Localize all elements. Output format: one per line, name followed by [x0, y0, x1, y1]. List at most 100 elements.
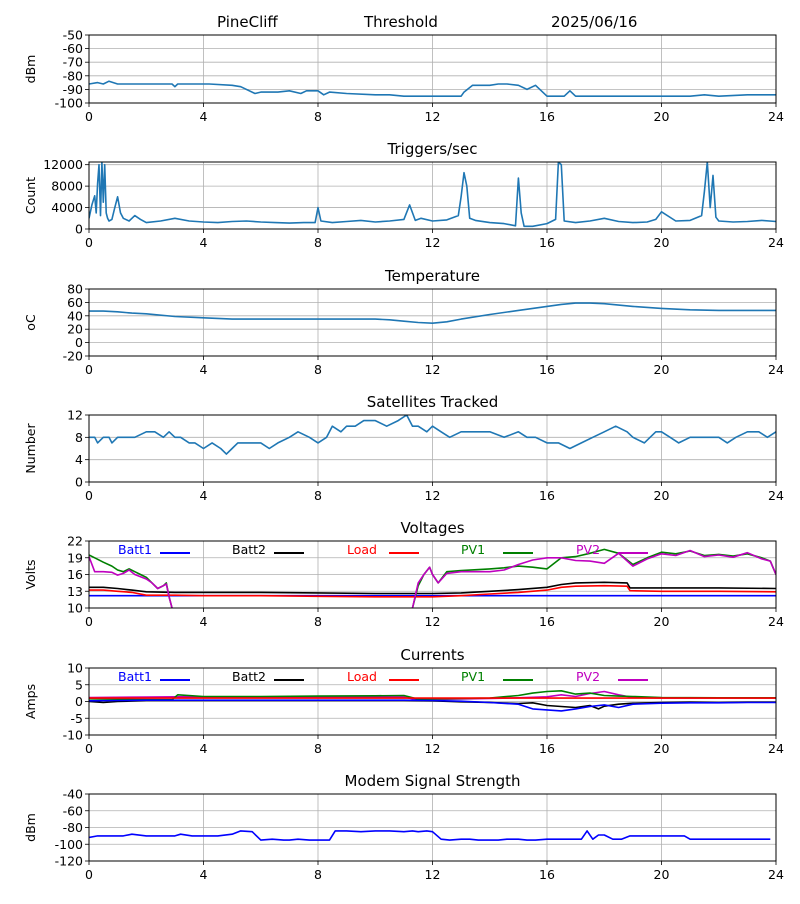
x-tick-label: 20 [654, 362, 670, 377]
series-line-signal-0 [89, 80, 776, 97]
x-tick-label: 4 [200, 614, 208, 629]
y-tick-label: -60 [63, 41, 83, 56]
y-tick-label: 0 [75, 694, 83, 709]
x-tick-label: 0 [85, 614, 93, 629]
y-tick-label: 4 [75, 452, 83, 467]
x-tick-label: 16 [539, 614, 555, 629]
chart-title-temperature: Temperature [384, 267, 480, 285]
y-tick-label: -120 [55, 854, 83, 869]
x-tick-label: 20 [654, 488, 670, 503]
legend-label-pv1: PV1 [461, 542, 485, 557]
x-tick-label: 16 [539, 362, 555, 377]
x-tick-label: 0 [85, 109, 93, 124]
x-tick-label: 20 [654, 235, 670, 250]
y-tick-label: -20 [63, 349, 83, 364]
y-tick-label: 0 [75, 335, 83, 350]
y-axis-label-voltages: Volts [23, 559, 38, 589]
legend-label-batt1: Batt1 [118, 669, 152, 684]
x-tick-label: 16 [539, 109, 555, 124]
y-axis-label-satellites: Number [23, 423, 38, 474]
y-tick-label: -70 [63, 55, 83, 70]
chart-title-currents: Currents [400, 646, 464, 664]
x-tick-label: 8 [314, 867, 322, 882]
y-tick-label: -60 [63, 803, 83, 818]
x-tick-label: 24 [768, 235, 784, 250]
x-tick-label: 24 [768, 614, 784, 629]
chart-title-modem: Modem Signal Strength [345, 772, 521, 790]
x-tick-label: 0 [85, 235, 93, 250]
x-tick-label: 8 [314, 235, 322, 250]
x-tick-label: 12 [425, 362, 441, 377]
panel-voltages [85, 540, 777, 612]
x-tick-label: 0 [85, 488, 93, 503]
y-tick-label: 60 [67, 295, 83, 310]
y-tick-label: 8 [75, 430, 83, 445]
header-station: PineCliff [217, 13, 278, 31]
y-tick-label: 13 [67, 584, 83, 599]
series-line-temperature-0 [89, 302, 776, 325]
x-tick-label: 4 [200, 362, 208, 377]
y-tick-label: -80 [63, 820, 83, 835]
x-tick-label: 12 [425, 614, 441, 629]
y-tick-label: 0 [75, 475, 83, 490]
header-date: 2025/06/16 [551, 13, 637, 31]
y-tick-label: 12000 [43, 157, 83, 172]
y-tick-label: -90 [63, 82, 83, 97]
y-tick-label: 4000 [51, 200, 83, 215]
x-tick-label: 20 [654, 867, 670, 882]
series-line-voltages-load [89, 584, 776, 598]
chart-title-triggers: Triggers/sec [387, 140, 478, 158]
y-tick-label: -50 [63, 28, 83, 43]
series-line-voltages-pv2 [411, 549, 776, 608]
series-line-voltages-pv2 [89, 556, 173, 608]
legend-label-batt2: Batt2 [232, 542, 266, 557]
legend-label-load: Load [347, 542, 377, 557]
x-tick-label: 0 [85, 867, 93, 882]
y-tick-label: 12 [67, 408, 83, 423]
y-tick-label: 10 [67, 601, 83, 616]
x-tick-label: 8 [314, 614, 322, 629]
y-axis-label-modem: dBm [23, 813, 38, 842]
x-tick-label: 4 [200, 109, 208, 124]
header-mode: Threshold [363, 13, 438, 31]
y-tick-label: 0 [75, 222, 83, 237]
x-tick-label: 16 [539, 867, 555, 882]
panel-temperature [85, 288, 777, 360]
y-tick-label: -40 [63, 787, 83, 802]
y-tick-label: 19 [67, 550, 83, 565]
x-tick-label: 12 [425, 867, 441, 882]
chart-title-satellites: Satellites Tracked [367, 393, 498, 411]
y-tick-label: 40 [67, 308, 83, 323]
x-tick-label: 12 [425, 109, 441, 124]
x-tick-label: 0 [85, 741, 93, 756]
x-tick-label: 4 [200, 867, 208, 882]
y-tick-label: 22 [67, 534, 83, 549]
series-line-currents-batt1 [89, 699, 776, 712]
x-tick-label: 16 [539, 741, 555, 756]
y-tick-label: -5 [71, 711, 83, 726]
x-tick-label: 4 [200, 488, 208, 503]
x-tick-label: 8 [314, 362, 322, 377]
chart-title-voltages: Voltages [400, 519, 464, 537]
legend-label-batt1: Batt1 [118, 542, 152, 557]
y-axis-label-signal: dBm [23, 55, 38, 84]
legend-label-pv2: PV2 [576, 669, 600, 684]
x-tick-label: 4 [200, 235, 208, 250]
y-axis-label-currents: Amps [23, 684, 38, 719]
series-line-currents-pv1 [89, 689, 776, 701]
series-line-modem-0 [89, 830, 771, 841]
panel-currents [85, 667, 777, 739]
y-tick-label: 16 [67, 567, 83, 582]
x-tick-label: 8 [314, 109, 322, 124]
x-tick-label: 8 [314, 488, 322, 503]
y-tick-label: 8000 [51, 179, 83, 194]
y-axis-label-triggers: Count [23, 177, 38, 214]
x-tick-label: 0 [85, 362, 93, 377]
x-tick-label: 16 [539, 235, 555, 250]
y-tick-label: 20 [67, 322, 83, 337]
x-tick-label: 24 [768, 109, 784, 124]
legend-label-load: Load [347, 669, 377, 684]
y-tick-label: -100 [55, 837, 83, 852]
